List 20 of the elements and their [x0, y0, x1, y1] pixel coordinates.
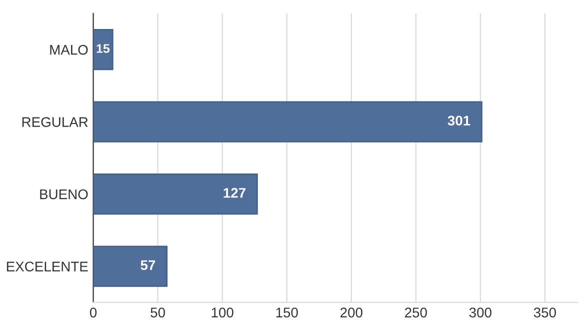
x-tick-label: 150	[276, 308, 298, 318]
x-tick-label: 250	[404, 308, 427, 318]
bar	[93, 173, 258, 215]
x-tick-label: 350	[534, 308, 556, 318]
y-tick-label: EXCELENTE	[6, 262, 88, 272]
bar	[93, 246, 168, 287]
x-tick-label: 50	[150, 308, 165, 318]
x-tick-label: 0	[90, 308, 97, 318]
data-label: 15	[96, 44, 110, 53]
x-tick-label: 300	[469, 308, 492, 318]
data-label: 127	[224, 188, 246, 198]
bar	[93, 101, 482, 142]
data-label: 57	[140, 260, 156, 270]
y-tick-label: MALO	[50, 44, 88, 55]
x-tick-label: 200	[340, 308, 362, 318]
y-tick-label: BUENO	[40, 189, 88, 200]
data-label: 301	[448, 116, 470, 126]
y-tick-label: REGULAR	[22, 117, 88, 127]
x-tick-label: 100	[212, 308, 234, 318]
bar	[93, 29, 114, 70]
